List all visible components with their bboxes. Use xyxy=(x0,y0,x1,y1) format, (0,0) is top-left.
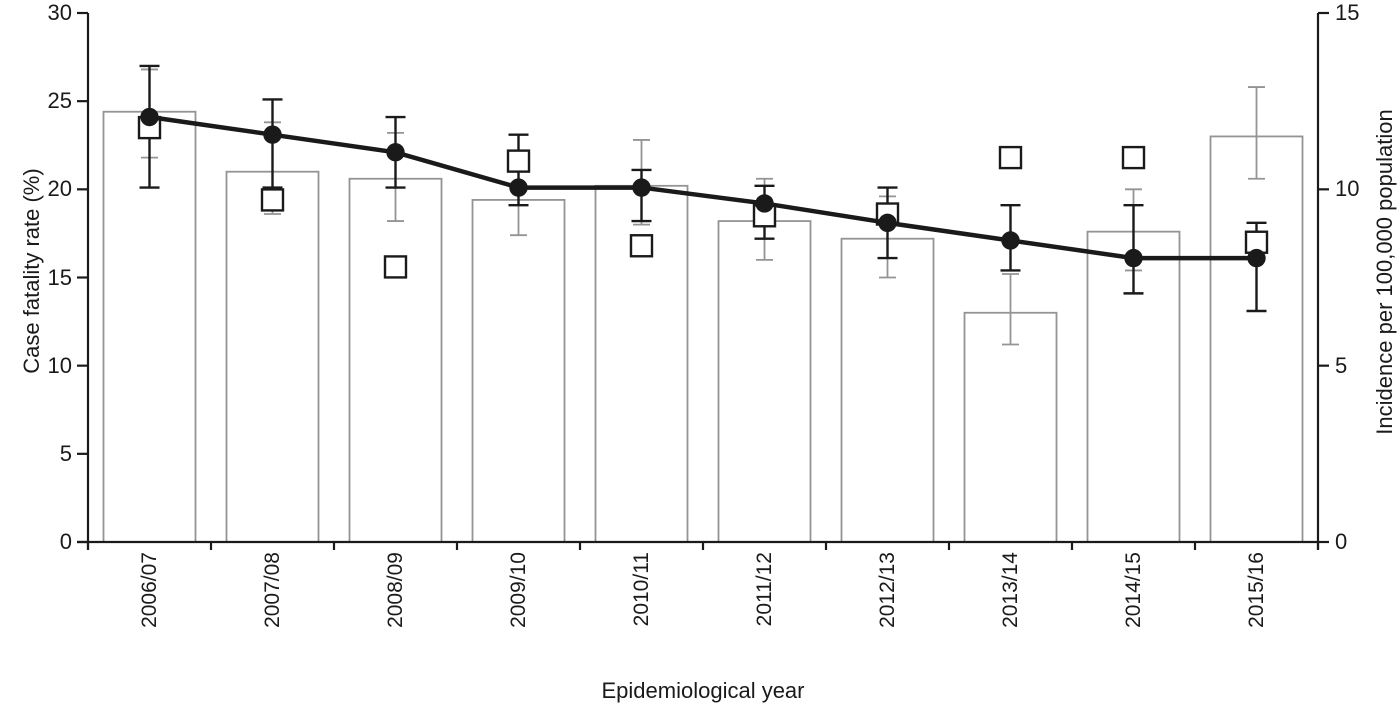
square-marker xyxy=(1121,145,1146,170)
square-marker xyxy=(998,145,1023,170)
x-axis-title: Epidemiological year xyxy=(601,678,805,703)
x-category-label: 2013/14 xyxy=(998,552,1022,628)
cfr-point xyxy=(755,194,774,213)
left-tick-label: 10 xyxy=(47,352,72,378)
x-category-label: 2009/10 xyxy=(506,552,530,628)
x-category-label: 2011/12 xyxy=(752,552,776,627)
x-category-label: 2006/07 xyxy=(137,552,161,628)
square-marker xyxy=(506,149,531,173)
incidence-bar xyxy=(1209,135,1304,543)
cfr-point xyxy=(1124,248,1143,268)
x-category-label: 2010/11 xyxy=(629,552,653,627)
cfr-point xyxy=(263,125,282,144)
right-tick-label: 0 xyxy=(1335,529,1348,554)
left-tick-label: 15 xyxy=(47,264,72,290)
cfr-point xyxy=(1001,231,1020,250)
cfr-point xyxy=(1247,248,1266,268)
cfr-point xyxy=(632,178,651,197)
incidence-bar xyxy=(717,220,812,543)
x-category-label: 2008/09 xyxy=(383,552,407,628)
square-marker xyxy=(260,188,285,212)
right-tick-label: 15 xyxy=(1335,0,1360,25)
cfr-point xyxy=(140,107,159,127)
left-axis-title: Case fatality rate (%) xyxy=(19,168,44,374)
x-category-label: 2007/08 xyxy=(260,552,284,628)
left-tick-label: 5 xyxy=(59,440,72,466)
right-tick-label: 5 xyxy=(1335,352,1348,378)
x-category-label: 2012/13 xyxy=(875,552,899,628)
x-category-label: 2014/15 xyxy=(1121,552,1145,628)
left-tick-label: 20 xyxy=(47,176,72,202)
cfr-line xyxy=(149,114,1257,261)
cfr-point xyxy=(509,178,528,197)
incidence-error-bar xyxy=(1248,86,1265,180)
cfr-point xyxy=(386,143,405,162)
square-marker xyxy=(629,234,654,258)
square-marker xyxy=(383,255,408,279)
left-tick-label: 0 xyxy=(59,529,72,554)
incidence-bar xyxy=(963,311,1058,543)
left-tick-label: 30 xyxy=(47,0,72,25)
right-tick-label: 10 xyxy=(1335,176,1360,202)
incidence-error-bar xyxy=(1002,273,1019,346)
left-tick-label: 25 xyxy=(47,88,72,114)
incidence-bar xyxy=(471,199,566,543)
incidence-bar xyxy=(840,237,935,543)
x-category-label: 2015/16 xyxy=(1244,552,1268,628)
cfr-point xyxy=(878,213,897,233)
incidence-bar xyxy=(348,177,443,543)
incidence-bar xyxy=(225,170,320,543)
right-axis-title: Incidence per 100,000 population xyxy=(1372,109,1397,435)
